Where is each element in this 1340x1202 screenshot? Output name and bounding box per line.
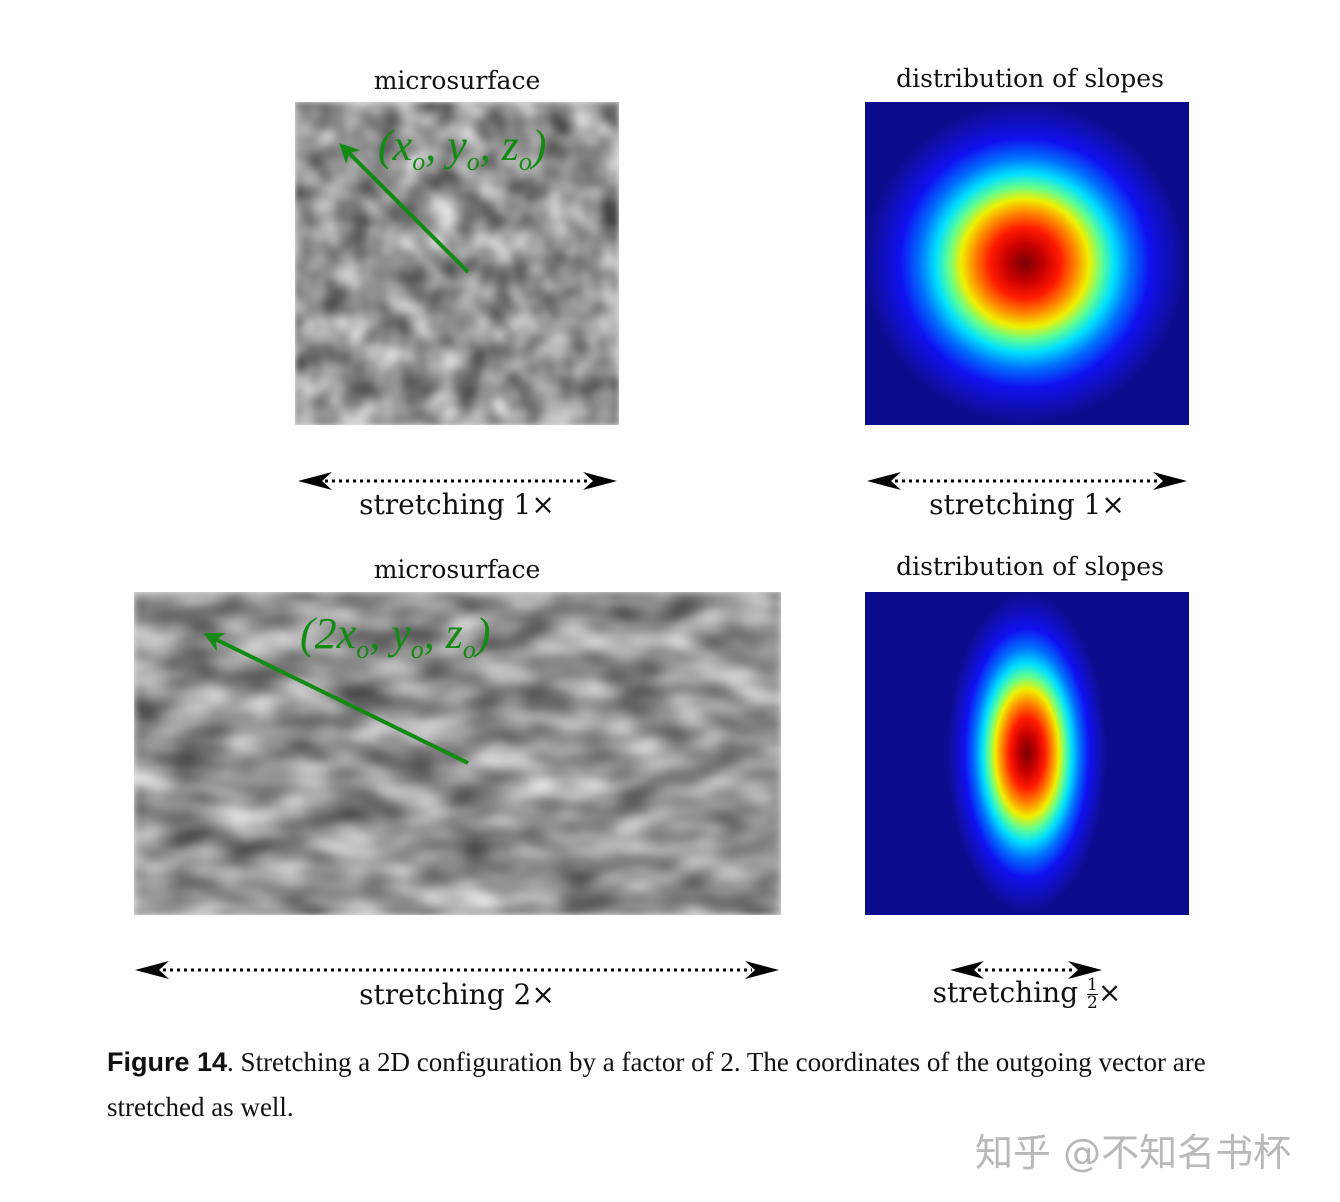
stretch-label: stretching 1× [929, 488, 1125, 521]
microsurface-image-top [295, 102, 619, 425]
watermark: 知乎 @不知名书杯 [975, 1131, 1292, 1175]
stretch-arrows [135, 472, 1187, 979]
stretch-label-half: stretching 1 2 × [932, 975, 1122, 1013]
stretch-label: stretching 2× [359, 978, 555, 1011]
panel-title: distribution of slopes [896, 552, 1164, 581]
slope-distribution-bottom [865, 592, 1189, 915]
panel-title: distribution of slopes [896, 64, 1164, 93]
outgoing-vector-arrow [203, 633, 469, 765]
vector-label-top: (xo, yo, zo) [378, 121, 547, 176]
panel-title: microsurface [373, 66, 541, 95]
stretch-label: stretching 1× [359, 488, 555, 521]
figure-caption: Figure 14. Stretching a 2D configuration… [107, 1047, 1206, 1122]
vector-label-bottom: (2xo, yo, zo) [300, 609, 491, 664]
outgoing-vector-arrow [339, 143, 470, 274]
slope-distribution-top [865, 102, 1189, 425]
panel-title: microsurface [373, 555, 541, 584]
microsurface-image-bottom [134, 592, 781, 915]
